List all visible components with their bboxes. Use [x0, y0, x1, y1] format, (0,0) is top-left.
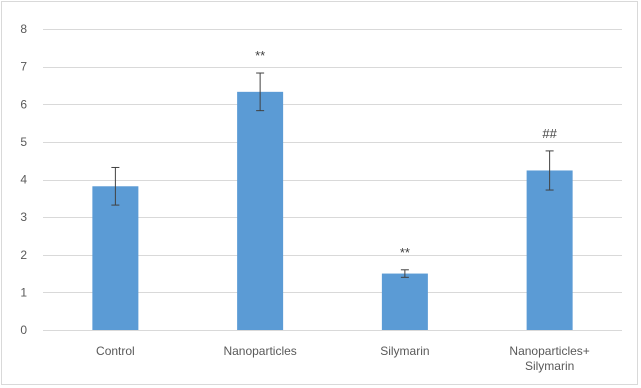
- x-tick-label: Nanoparticles+: [509, 344, 589, 358]
- error-bars: [111, 72, 554, 278]
- y-tick-label: 7: [20, 60, 27, 74]
- x-axis-labels: Control Nanoparticles Silymarin Nanoparticl…: [96, 344, 590, 373]
- significance-label: **: [400, 245, 410, 260]
- error-bar: [545, 150, 554, 191]
- bar-silymarin: [381, 273, 428, 330]
- y-tick-label: 6: [20, 97, 27, 111]
- x-tick-label: Control: [96, 344, 135, 358]
- y-tick-label: 2: [20, 248, 27, 262]
- bars: [92, 91, 573, 331]
- error-bar: [111, 166, 120, 206]
- significance-label: **: [255, 48, 265, 63]
- y-tick-label: 5: [20, 135, 27, 149]
- y-tick-label: 1: [20, 285, 27, 299]
- error-bar: [400, 269, 409, 278]
- bar-control: [92, 186, 139, 330]
- grid-lines: [43, 29, 622, 331]
- y-tick-label: 0: [20, 323, 27, 337]
- y-tick-label: 8: [20, 22, 27, 36]
- y-axis-ticks: 0 1 2 3 4 5 6 7 8: [20, 22, 27, 337]
- x-tick-label: Silymarin: [525, 359, 574, 373]
- significance-annotations: ** ** ##: [255, 48, 558, 260]
- error-bar: [256, 72, 265, 112]
- bar-nanoparticles-silymarin: [526, 170, 573, 330]
- y-tick-label: 3: [20, 210, 27, 224]
- y-tick-label: 4: [20, 173, 27, 187]
- bar-nanoparticles: [237, 91, 284, 331]
- significance-label: ##: [542, 126, 557, 141]
- x-tick-label: Silymarin: [380, 344, 429, 358]
- x-tick-label: Nanoparticles: [223, 344, 296, 358]
